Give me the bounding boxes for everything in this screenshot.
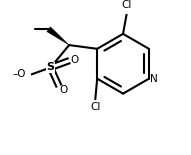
Text: N: N — [150, 74, 158, 84]
Text: –O: –O — [13, 69, 26, 79]
Text: S: S — [46, 62, 54, 73]
Text: O: O — [71, 55, 79, 65]
Text: Cl: Cl — [90, 102, 100, 113]
Polygon shape — [47, 27, 69, 45]
Text: Cl: Cl — [122, 0, 132, 10]
Text: O: O — [59, 85, 67, 95]
